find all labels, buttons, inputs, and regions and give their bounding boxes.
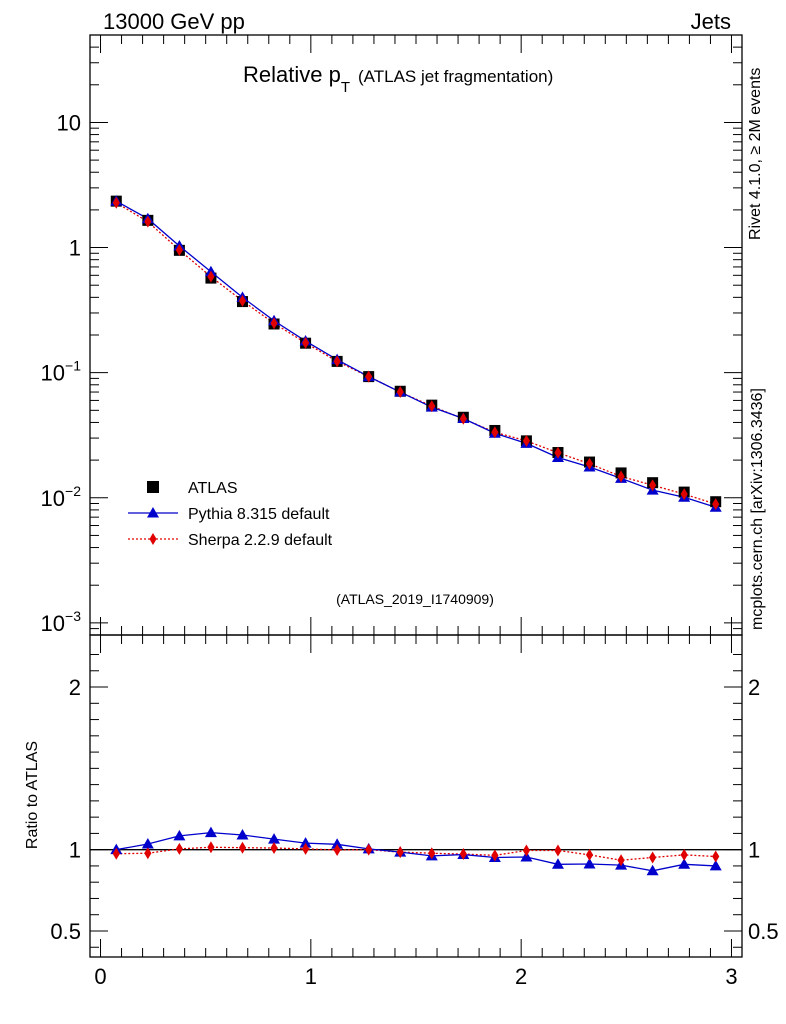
y-tick-label-base: 10 (57, 110, 81, 135)
sherpa-point (112, 196, 120, 209)
sherpa-ratio-point (175, 842, 183, 855)
pythia-ratio-point (331, 838, 344, 849)
pythia-ratio-line (116, 831, 716, 872)
sherpa-ratio-point (365, 843, 373, 856)
sherpa-ratio-point (680, 848, 688, 861)
sherpa-point (238, 294, 247, 307)
pythia-ratio-point (268, 833, 281, 844)
sherpa-ratio-point (396, 846, 404, 859)
sherpa-ratio-point (207, 841, 215, 854)
sherpa-ratio-point (491, 849, 499, 862)
legend-symbol-atlas (147, 481, 159, 493)
x-tick-label: 3 (725, 964, 737, 989)
sherpa-ratio-point (238, 841, 247, 854)
y-tick-label-base: 10 (41, 486, 65, 511)
sherpa-point (712, 498, 720, 511)
sherpa-point (175, 244, 183, 257)
sherpa-point (522, 434, 531, 447)
ratio-tick-label-right: 0.5 (748, 919, 779, 944)
sherpa-point (459, 412, 467, 425)
sherpa-point (270, 317, 278, 330)
y-tick-label-exponent: −2 (65, 483, 81, 499)
sherpa-point (396, 386, 404, 399)
pythia-ratio-point (709, 859, 722, 871)
y-tick-label: 10−3 (41, 608, 82, 636)
pythia-ratio-point (551, 858, 564, 869)
sherpa-ratio-point (617, 854, 625, 867)
y-tick-label-exponent: −3 (65, 608, 81, 624)
y-tick-label-base: 1 (69, 236, 81, 261)
legend-symbol-pythia (147, 507, 159, 518)
ratio-panel-frame (89, 634, 743, 958)
main-title-subscript: T (341, 79, 350, 96)
sherpa-line (115, 202, 716, 505)
legend-symbol-sherpa (149, 533, 157, 545)
sherpa-point (585, 457, 594, 470)
x-tick-label: 1 (305, 964, 317, 989)
y-tick-label: 10 (57, 110, 81, 135)
x-tick-label: 0 (94, 964, 106, 989)
ratio-tick-label-right: 1 (748, 838, 760, 863)
sherpa-ratio-point (554, 844, 562, 857)
main-title-rest: (ATLAS jet fragmentation) (358, 67, 553, 86)
sherpa-ratio-point (270, 842, 278, 855)
sherpa-ratio-point (712, 850, 720, 863)
y-tick-label: 1 (69, 236, 81, 261)
legend: ATLAS Pythia 8.315 default Sherpa 2.2.9 … (188, 480, 333, 549)
ratio-tick-label-left: 1 (69, 838, 81, 863)
pythia-line (115, 200, 716, 508)
sherpa-point (207, 270, 215, 283)
legend-label-pythia: Pythia 8.315 default (188, 506, 330, 523)
pythia-ratio-point (141, 837, 154, 849)
sherpa-point (365, 370, 373, 383)
pythia-ratio-point (583, 857, 596, 869)
sherpa-ratio-point (333, 843, 341, 856)
sherpa-ratio-point (428, 847, 436, 860)
sherpa-point (617, 470, 625, 483)
y-tick-label: 10−2 (41, 483, 82, 511)
sherpa-ratio-point (144, 847, 152, 860)
y-tick-label-exponent: −1 (65, 358, 81, 374)
side-label-top: Rivet 4.1.0, ≥ 2M events (747, 68, 764, 240)
sherpa-ratio-point (522, 844, 531, 857)
pythia-ratio-point (204, 826, 217, 838)
ratio-tick-label-left: 0.5 (50, 919, 81, 944)
header-left-label: 13000 GeV pp (103, 9, 245, 34)
sherpa-point (680, 488, 688, 501)
main-title: Relative pT (ATLAS jet fragmentation) (243, 62, 553, 96)
sherpa-ratio-point (112, 847, 120, 860)
main-title-text: Relative p (243, 62, 341, 87)
sherpa-point (333, 355, 341, 368)
analysis-id-label: (ATLAS_2019_I1740909) (336, 591, 494, 607)
x-tick-label: 2 (515, 964, 527, 989)
sherpa-point (554, 446, 562, 459)
pythia-ratio-point (236, 829, 249, 840)
pythia-ratio-point (678, 858, 691, 869)
ratio-tick-label-right: 2 (748, 675, 760, 700)
sherpa-ratio-point (301, 842, 310, 855)
pythia-ratio-point (173, 829, 186, 841)
sherpa-point (428, 400, 436, 413)
sherpa-ratio-point (649, 851, 657, 864)
sherpa-point (144, 215, 152, 228)
sherpa-point (491, 426, 499, 439)
y-tick-label-base: 10 (41, 611, 65, 636)
sherpa-point (649, 479, 657, 492)
legend-label-sherpa: Sherpa 2.2.9 default (188, 532, 333, 549)
sherpa-ratio-point (459, 848, 467, 861)
legend-label-atlas: ATLAS (188, 480, 238, 497)
ratio-axis-label: Ratio to ATLAS (24, 741, 41, 849)
pythia-ratio-point (299, 837, 312, 848)
side-label-bottom: mcplots.cern.ch [arXiv:1306.3436] (749, 388, 766, 630)
ratio-tick-label-left: 2 (69, 675, 81, 700)
sherpa-ratio-line (116, 846, 716, 861)
pythia-ratio-point (646, 864, 659, 876)
sherpa-ratio-point (585, 848, 594, 861)
header-right-label: Jets (691, 9, 731, 34)
y-tick-label: 10−1 (41, 358, 82, 386)
y-tick-label-base: 10 (41, 361, 65, 386)
sherpa-point (301, 336, 310, 349)
